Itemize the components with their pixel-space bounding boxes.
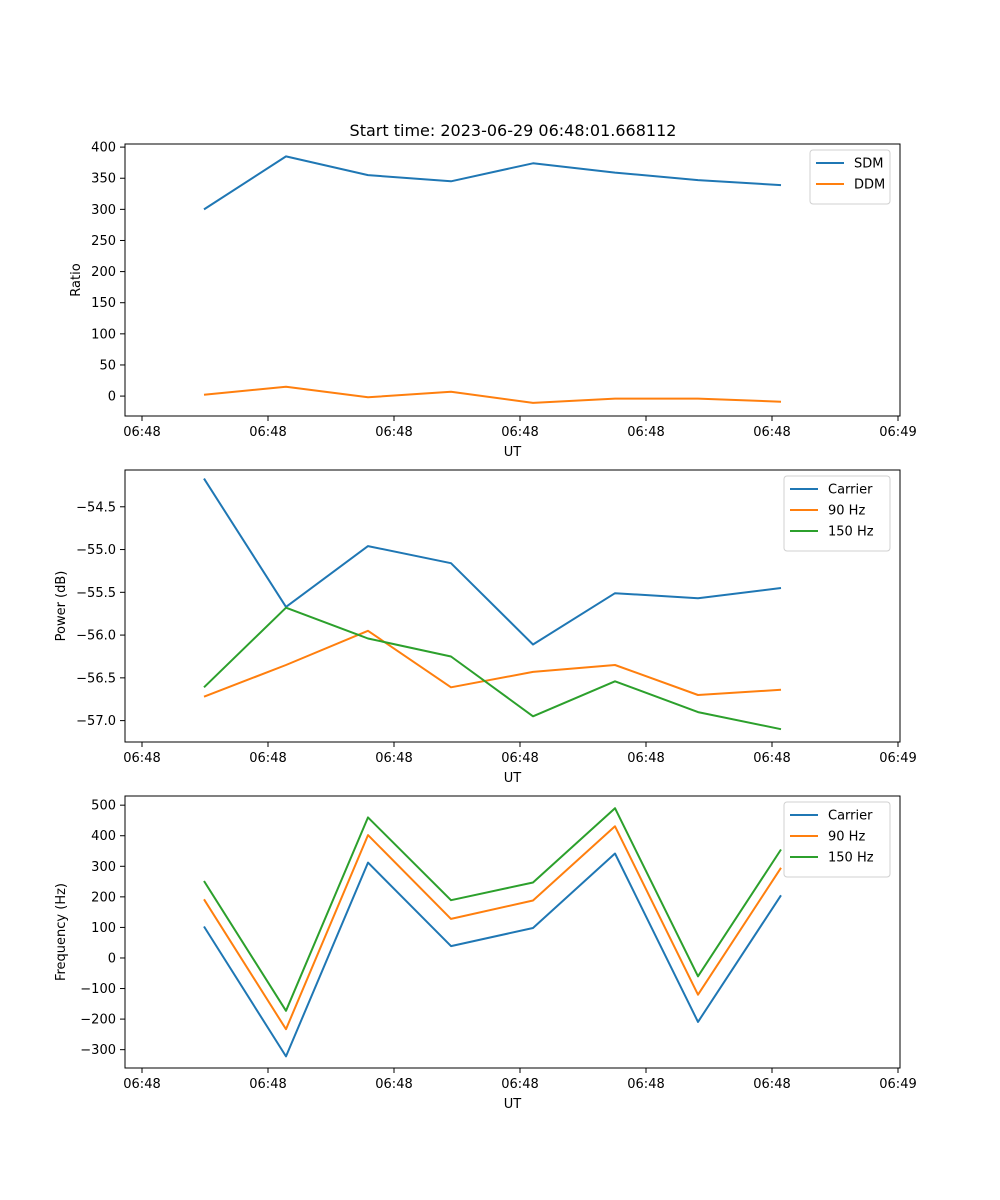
x-axis-label: UT [504, 445, 522, 460]
y-tick-label: 300 [91, 860, 116, 875]
x-tick-label: 06:48 [627, 751, 664, 766]
x-tick-label: 06:48 [501, 1077, 538, 1092]
y-tick-label: 400 [91, 141, 116, 156]
legend-label: DDM [854, 178, 885, 193]
y-tick-label: 0 [108, 951, 116, 966]
x-tick-label: 06:48 [753, 751, 790, 766]
chart-panel-2: 06:48 06:48 06:48 06:48 06:48 06:48 06:49 −54.5… [54, 469, 917, 786]
y-tick-label: 200 [91, 890, 116, 905]
series-line-150-hz [203, 807, 782, 1012]
plot-frame [124, 469, 901, 743]
x-tick-label: 06:48 [249, 425, 286, 440]
y-tick-label: 400 [91, 829, 116, 844]
series-line-carrier [203, 852, 782, 1058]
legend-label: 150 Hz [828, 851, 874, 866]
legend: Carrier 90 Hz 150 Hz [783, 475, 891, 552]
x-tick-label: 06:48 [753, 1077, 790, 1092]
series-line-sdm [203, 155, 782, 211]
legend-label: Carrier [828, 483, 873, 498]
legend-label: 150 Hz [828, 525, 874, 540]
y-axis-label: Frequency (Hz) [54, 883, 69, 981]
legend-label: 90 Hz [828, 504, 865, 519]
series-line-carrier [203, 478, 782, 646]
legend: Carrier 90 Hz 150 Hz [783, 801, 891, 878]
y-tick-label: −100 [80, 982, 116, 997]
y-tick-label: 200 [91, 265, 116, 280]
x-tick-label: 06:48 [501, 751, 538, 766]
x-tick-label: 06:48 [627, 425, 664, 440]
x-tick-label: 06:48 [123, 425, 160, 440]
legend-label: Carrier [828, 809, 873, 824]
y-tick-label: 250 [91, 234, 116, 249]
plot-frame [124, 143, 901, 417]
plot-frame [124, 795, 901, 1069]
y-tick-label: 150 [91, 296, 116, 311]
y-tick-label: −200 [80, 1013, 116, 1028]
x-tick-label: 06:48 [249, 751, 286, 766]
legend-box [783, 475, 891, 552]
legend-box [783, 801, 891, 878]
y-tick-label: −300 [80, 1043, 116, 1058]
y-tick-label: 350 [91, 172, 116, 187]
y-tick-label: 100 [91, 327, 116, 342]
y-tick-label: 500 [91, 799, 116, 814]
figure-title: Start time: 2023-06-29 06:48:01.668112 [350, 121, 677, 140]
y-tick-label: −56.0 [76, 629, 116, 644]
y-axis-label: Ratio [69, 263, 84, 296]
y-tick-label: −55.0 [76, 543, 116, 558]
x-tick-label: 06:48 [123, 751, 160, 766]
y-tick-label: −54.5 [76, 500, 116, 515]
y-axis-label: Power (dB) [54, 571, 69, 642]
y-tick-label: 100 [91, 921, 116, 936]
y-tick-label: 300 [91, 203, 116, 218]
x-tick-label: 06:48 [375, 425, 412, 440]
chart-panel-3: 06:48 06:48 06:48 06:48 06:48 06:48 06:49 500 40… [54, 795, 917, 1112]
x-tick-label: 06:48 [627, 1077, 664, 1092]
legend-label: SDM [854, 157, 883, 172]
x-tick-label: 06:48 [501, 425, 538, 440]
x-tick-label: 06:49 [879, 1077, 916, 1092]
legend-label: 90 Hz [828, 830, 865, 845]
series-line-90-hz [203, 629, 782, 698]
legend: SDM DDM [809, 149, 891, 205]
y-tick-label: −57.0 [76, 714, 116, 729]
x-tick-label: 06:48 [753, 425, 790, 440]
series-line-90-hz [203, 825, 782, 1031]
y-tick-label: 50 [99, 358, 116, 373]
x-tick-label: 06:49 [879, 751, 916, 766]
x-tick-label: 06:48 [123, 1077, 160, 1092]
x-tick-label: 06:49 [879, 425, 916, 440]
x-axis-label: UT [504, 1097, 522, 1112]
series-line-ddm [203, 385, 782, 404]
x-tick-label: 06:48 [375, 1077, 412, 1092]
y-tick-label: 0 [108, 390, 116, 405]
x-axis-label: UT [504, 771, 522, 786]
x-tick-label: 06:48 [375, 751, 412, 766]
x-tick-label: 06:48 [249, 1077, 286, 1092]
series-line-150-hz [203, 606, 782, 731]
y-tick-label: −56.5 [76, 671, 116, 686]
y-tick-label: −55.5 [76, 586, 116, 601]
chart-panel-1: 06:48 06:48 06:48 06:48 06:48 06:48 06:49 0 50 10… [69, 141, 917, 460]
